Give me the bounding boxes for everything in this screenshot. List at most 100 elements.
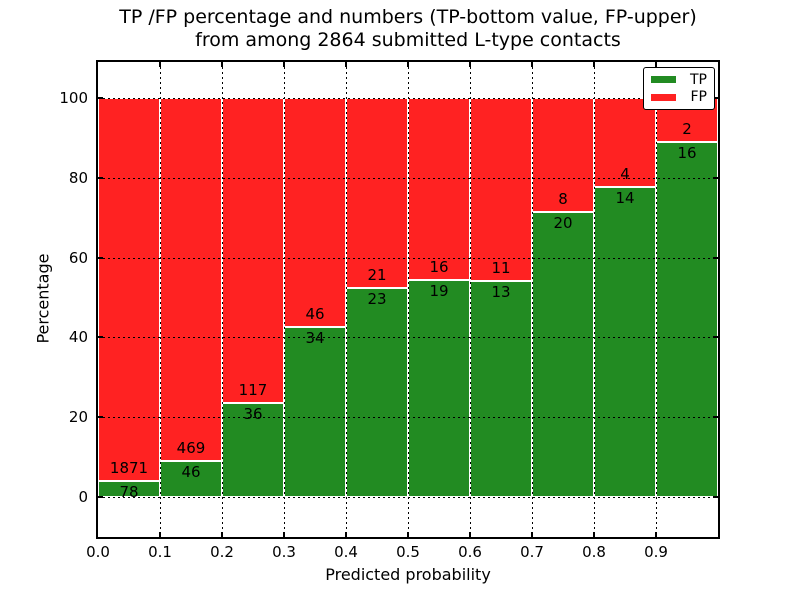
y-tick-label: 0: [78, 488, 88, 506]
x-tick-label: 0.2: [210, 543, 234, 561]
x-tick-mark: [531, 62, 533, 67]
tp-bar-segment: [98, 481, 160, 497]
x-tick-mark: [345, 62, 347, 67]
x-tick-label: 0.7: [520, 543, 544, 561]
vertical-gridline: [656, 62, 657, 537]
y-tick-label: 100: [59, 89, 88, 107]
tp-legend-swatch: [651, 76, 676, 84]
x-tick-mark: [283, 532, 285, 537]
y-tick-mark: [98, 496, 103, 498]
vertical-gridline: [346, 62, 347, 537]
x-tick-mark: [469, 62, 471, 67]
y-tick-mark: [713, 176, 718, 179]
x-tick-label: 0.5: [396, 543, 420, 561]
tp-count-label: 20: [553, 214, 573, 232]
fp-count-label: 8: [558, 190, 568, 208]
tp-legend-label: TP: [690, 71, 707, 88]
y-tick-label: 60: [68, 248, 88, 267]
y-tick-mark: [98, 256, 103, 259]
fp-count-label: 1871: [109, 459, 149, 478]
fp-count-label: 11: [491, 258, 511, 277]
y-tick-mark: [98, 336, 103, 339]
vertical-gridline: [470, 62, 471, 537]
y-tick-mark: [713, 97, 718, 99]
x-tick-mark: [345, 532, 347, 537]
vertical-gridline: [222, 62, 223, 537]
x-tick-mark: [593, 62, 595, 67]
y-tick-mark: [713, 256, 718, 259]
fp-bar-segment: [346, 98, 408, 289]
x-tick-mark: [469, 532, 471, 537]
tp-count-label: 78: [119, 483, 139, 502]
tp-count-label: 16: [677, 144, 697, 163]
x-tick-label: 0.6: [458, 543, 482, 561]
y-axis-label: Percentage: [33, 253, 53, 344]
tp-bar-segment: [594, 186, 656, 497]
tp-count-label: 14: [615, 188, 635, 207]
fp-bar-segment: [408, 98, 470, 281]
x-tick-label: 0.9: [644, 543, 668, 561]
x-tick-mark: [593, 532, 595, 537]
tp-count-label: 19: [429, 282, 449, 301]
y-tick-mark: [713, 496, 718, 498]
x-tick-label: 0.4: [334, 543, 358, 561]
fp-legend-swatch: [651, 93, 676, 101]
tp-bar-segment: [656, 142, 718, 497]
vertical-gridline: [532, 62, 533, 537]
tp-bar-segment: [346, 288, 408, 497]
tp-count-label: 34: [305, 329, 325, 348]
fp-count-label: 4: [620, 164, 630, 183]
y-tick-mark: [713, 336, 718, 339]
tp-count-label: 46: [181, 463, 201, 482]
x-tick-mark: [159, 532, 161, 537]
x-tick-mark: [221, 62, 223, 67]
y-tick-mark: [713, 416, 718, 419]
tp-bar-segment: [532, 212, 594, 497]
x-tick-mark: [407, 62, 409, 67]
fp-count-label: 2: [682, 120, 692, 139]
chart-title-line1: TP /FP percentage and numbers (TP-bottom…: [119, 6, 697, 28]
fp-bar-segment: [532, 98, 594, 212]
vertical-gridline: [160, 62, 161, 537]
x-tick-mark: [531, 532, 533, 537]
legend-item-fp: FP: [651, 89, 707, 105]
x-axis-label: Predicted probability: [325, 565, 491, 584]
x-tick-mark: [407, 532, 409, 537]
legend: TP FP: [643, 67, 715, 110]
x-tick-mark: [283, 62, 285, 67]
tp-bar-segment: [160, 461, 222, 497]
fp-count-label: 16: [429, 258, 449, 277]
legend-item-tp: TP: [651, 72, 707, 88]
fp-bar-segment: [470, 98, 532, 281]
y-tick-mark: [98, 416, 103, 419]
tp-bar-segment: [470, 280, 532, 497]
fp-bar-segment: [594, 98, 656, 187]
tp-bar-segment: [284, 327, 346, 497]
x-tick-mark: [655, 62, 657, 67]
vertical-gridline: [408, 62, 409, 537]
tp-count-label: 36: [243, 405, 263, 424]
tp-count-label: 23: [367, 290, 387, 309]
plot-area: 1871 78 469 46 117 36 46 34 21 23 16 19 11 13 8 20 4 14 2 1…: [96, 60, 720, 539]
x-tick-mark: [655, 532, 657, 537]
tp-count-label: 13: [491, 282, 511, 301]
y-tick-label: 40: [68, 328, 88, 347]
fp-count-label: 46: [305, 305, 325, 324]
chart-title-line2: from among 2864 submitted L-type contact…: [195, 29, 621, 51]
y-tick-label: 20: [68, 408, 88, 427]
fp-count-label: 21: [367, 266, 387, 285]
fp-bar-segment: [222, 98, 284, 404]
fp-count-label: 117: [238, 381, 268, 400]
fp-bar-segment: [98, 98, 160, 482]
y-tick-mark: [98, 97, 103, 99]
x-tick-label: 0.0: [86, 543, 110, 561]
vertical-gridline: [594, 62, 595, 537]
y-tick-label: 80: [68, 168, 88, 187]
x-tick-mark: [221, 532, 223, 537]
tp-bar-segment: [408, 280, 470, 497]
fp-bar-segment: [160, 98, 222, 462]
y-tick-mark: [98, 176, 103, 179]
vertical-gridline: [284, 62, 285, 537]
fp-bar-segment: [284, 98, 346, 328]
